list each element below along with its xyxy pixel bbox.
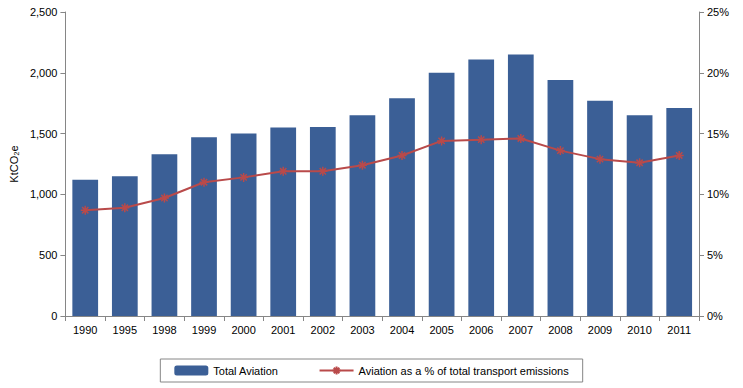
svg-text:1990: 1990 [73, 324, 97, 336]
svg-text:2,500: 2,500 [30, 6, 58, 18]
svg-text:KtCO₂e: KtCO₂e [8, 145, 20, 182]
svg-text:10%: 10% [707, 188, 729, 200]
svg-text:0%: 0% [707, 310, 723, 322]
svg-text:2003: 2003 [350, 324, 374, 336]
svg-text:2008: 2008 [548, 324, 572, 336]
svg-text:5%: 5% [707, 249, 723, 261]
svg-text:1998: 1998 [152, 324, 176, 336]
svg-text:2005: 2005 [429, 324, 453, 336]
svg-text:2002: 2002 [311, 324, 335, 336]
svg-text:25%: 25% [707, 6, 729, 18]
svg-text:Total Aviation: Total Aviation [213, 365, 278, 377]
svg-text:1999: 1999 [192, 324, 216, 336]
svg-text:2004: 2004 [390, 324, 414, 336]
svg-text:500: 500 [39, 249, 57, 261]
svg-text:2006: 2006 [469, 324, 493, 336]
svg-text:2,000: 2,000 [30, 67, 58, 79]
svg-text:2009: 2009 [588, 324, 612, 336]
svg-text:2010: 2010 [627, 324, 651, 336]
svg-text:15%: 15% [707, 128, 729, 140]
svg-text:0: 0 [51, 310, 57, 322]
svg-text:1,000: 1,000 [30, 188, 58, 200]
svg-text:2007: 2007 [509, 324, 533, 336]
svg-text:2001: 2001 [271, 324, 295, 336]
svg-text:Aviation as a % of total trans: Aviation as a % of total transport emiss… [359, 365, 570, 377]
svg-text:1,500: 1,500 [30, 128, 58, 140]
svg-text:1995: 1995 [113, 324, 137, 336]
svg-text:2000: 2000 [231, 324, 255, 336]
svg-text:20%: 20% [707, 67, 729, 79]
svg-text:2011: 2011 [667, 324, 691, 336]
